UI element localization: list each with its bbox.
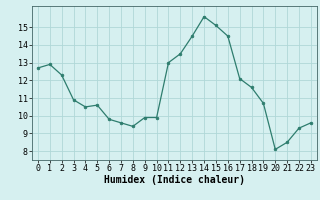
X-axis label: Humidex (Indice chaleur): Humidex (Indice chaleur) bbox=[104, 175, 245, 185]
